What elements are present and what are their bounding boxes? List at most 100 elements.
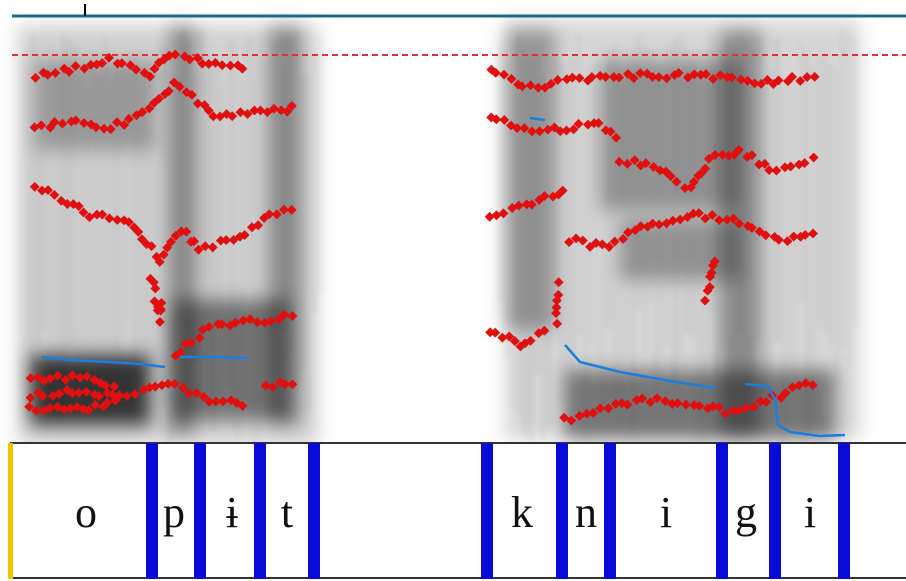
striation: [68, 37, 70, 350]
striation: [716, 73, 718, 406]
formant-point: [808, 228, 819, 239]
formant-point: [573, 118, 584, 129]
formant-point: [279, 309, 290, 320]
striation: [674, 37, 676, 390]
formant-point: [720, 408, 731, 419]
formant-point: [204, 396, 215, 407]
formant-point: [710, 150, 721, 160]
striation: [314, 51, 316, 313]
formant-point: [123, 113, 134, 124]
striation: [104, 34, 106, 415]
striation: [272, 43, 274, 336]
striation: [800, 44, 802, 302]
selection-edge: [8, 443, 13, 579]
striation: [758, 37, 760, 343]
formant-point: [526, 199, 537, 210]
formant-point: [586, 72, 597, 83]
formant-point: [604, 241, 615, 252]
striation: [308, 73, 310, 413]
formant-point: [702, 285, 713, 296]
striation: [146, 59, 148, 372]
formant-point: [204, 321, 214, 332]
striation: [626, 79, 628, 355]
striation: [668, 43, 670, 348]
formant-point: [733, 144, 744, 155]
striation: [746, 87, 748, 423]
formant-point: [647, 218, 658, 229]
formant-point: [497, 332, 508, 343]
formant-point: [661, 73, 672, 84]
formant-point: [680, 399, 691, 410]
striation: [170, 88, 172, 468]
formant-point: [197, 58, 208, 69]
striation: [770, 66, 772, 371]
striation: [590, 70, 592, 345]
formant-point: [43, 185, 54, 196]
formant-point: [181, 226, 192, 237]
striation: [500, 48, 502, 303]
interval-boundary: [308, 443, 320, 579]
tier-area: [10, 443, 906, 579]
formant-point: [104, 52, 114, 63]
formant-point: [265, 316, 276, 327]
interval-boundary: [716, 443, 728, 579]
formant-point: [637, 393, 648, 404]
pitch-segment: [41, 355, 166, 369]
formant-point: [174, 81, 185, 92]
formant-point: [665, 171, 676, 182]
formant-point: [278, 204, 289, 215]
formant-point: [131, 64, 142, 75]
formant-point: [36, 120, 47, 131]
striation: [20, 59, 22, 388]
pitch-segment: [564, 344, 717, 390]
striation: [554, 56, 556, 317]
formant-point: [546, 78, 556, 89]
formant-point: [600, 72, 611, 82]
formant-point: [635, 221, 646, 232]
formant-point: [37, 185, 47, 196]
striation: [140, 87, 142, 383]
pitch-segment: [180, 355, 249, 360]
formant-point: [150, 381, 161, 392]
formant-point: [700, 295, 710, 306]
striation: [176, 74, 178, 415]
striation: [722, 46, 724, 346]
formant-point: [780, 387, 791, 398]
formant-point: [253, 220, 264, 231]
striation: [848, 30, 850, 367]
formant-point: [595, 403, 606, 414]
formant-point: [154, 316, 165, 327]
formant-point: [623, 227, 633, 238]
formant-point: [809, 71, 820, 82]
striation: [110, 83, 112, 399]
formant-point: [708, 73, 719, 84]
formant-point: [517, 81, 528, 92]
formant-point: [771, 165, 782, 176]
formant-point: [198, 391, 209, 402]
formant-point: [708, 401, 718, 412]
formant-point: [64, 66, 75, 77]
formant-point: [29, 181, 40, 192]
formant-point: [700, 163, 711, 174]
striation: [236, 69, 238, 442]
formant-point: [104, 213, 115, 224]
formant-point: [679, 183, 690, 193]
formant-point: [166, 236, 176, 247]
formant-point: [184, 54, 195, 65]
formant-point: [170, 230, 181, 241]
striation: [692, 59, 694, 342]
striation: [152, 57, 154, 369]
formant-point: [553, 277, 564, 288]
interval-boundary: [146, 443, 158, 579]
striation: [596, 61, 598, 356]
formant-point: [754, 226, 765, 237]
formant-point: [194, 332, 205, 343]
formant-point: [245, 314, 255, 325]
striation: [650, 49, 652, 304]
striation: [818, 57, 820, 330]
interval-boundary: [769, 443, 781, 579]
formant-point: [759, 158, 770, 169]
formant-point: [137, 107, 148, 118]
formant-point: [800, 378, 811, 389]
